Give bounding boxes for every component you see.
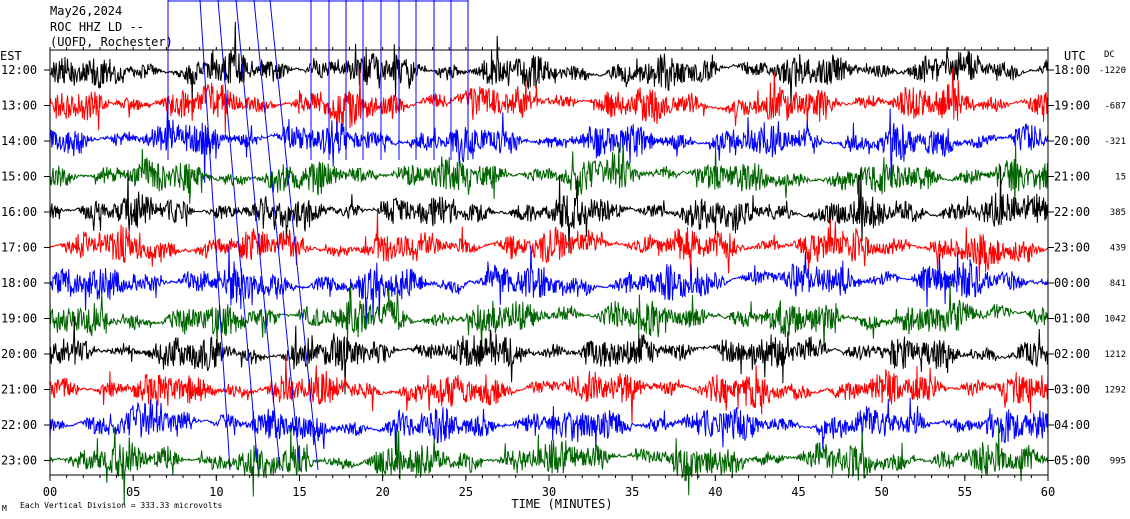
est-time-label: 15:00 bbox=[1, 170, 37, 184]
utc-time-label: 02:00 bbox=[1054, 347, 1090, 361]
est-time-label: 23:00 bbox=[1, 454, 37, 468]
utc-time-label: 23:00 bbox=[1054, 241, 1090, 255]
trace-row-1200 bbox=[49, 21, 1049, 107]
est-time-label: 14:00 bbox=[1, 134, 37, 148]
seismic-traces bbox=[49, 21, 1049, 506]
utc-time-label: 03:00 bbox=[1054, 383, 1090, 397]
trace-row-1900 bbox=[49, 281, 1049, 353]
utc-time-label: 20:00 bbox=[1054, 134, 1090, 148]
est-time-label: 19:00 bbox=[1, 312, 37, 326]
est-time-label: 16:00 bbox=[1, 205, 37, 219]
est-time-label: 12:00 bbox=[1, 63, 37, 77]
header-station: ROC HHZ LD -- bbox=[50, 20, 144, 34]
footer-glyph: M bbox=[2, 504, 7, 513]
plot-frame bbox=[49, 49, 1049, 476]
est-time-label: 20:00 bbox=[1, 347, 37, 361]
event-marker-diagonal bbox=[269, 0, 319, 471]
dc-offset-label: 1292 bbox=[1104, 386, 1126, 396]
dc-offset-label: 1042 bbox=[1104, 315, 1126, 325]
dc-offset-label: -321 bbox=[1104, 137, 1126, 147]
x-tick-label: 30 bbox=[542, 485, 556, 499]
footer-scale-note: Each Vertical Division = 333.33 microvol… bbox=[20, 501, 222, 510]
x-tick-label: 60 bbox=[1041, 485, 1055, 499]
x-tick-label: 40 bbox=[708, 485, 722, 499]
x-tick-label: 05 bbox=[126, 485, 140, 499]
utc-time-label: 01:00 bbox=[1054, 312, 1090, 326]
trace-row-1500 bbox=[49, 140, 1049, 213]
trace-row-2200 bbox=[49, 397, 1049, 456]
dc-offset-label: 995 bbox=[1110, 457, 1126, 467]
utc-time-label: 04:00 bbox=[1054, 418, 1090, 432]
dc-offset-label: 841 bbox=[1110, 279, 1126, 289]
utc-time-label: 05:00 bbox=[1054, 454, 1090, 468]
utc-time-label: 00:00 bbox=[1054, 276, 1090, 290]
est-time-label: 22:00 bbox=[1, 418, 37, 432]
x-tick-label: 55 bbox=[958, 485, 972, 499]
trace-row-1600 bbox=[49, 166, 1049, 254]
x-axis-label: TIME (MINUTES) bbox=[511, 497, 612, 511]
dc-offset-label: 385 bbox=[1110, 208, 1126, 218]
trace-row-2100 bbox=[49, 354, 1049, 423]
x-tick-label: 15 bbox=[292, 485, 306, 499]
utc-time-label: 21:00 bbox=[1054, 170, 1090, 184]
utc-time-label: 19:00 bbox=[1054, 99, 1090, 113]
left-axis-title: EST bbox=[0, 49, 22, 63]
x-tick-label: 00 bbox=[43, 485, 57, 499]
x-tick-label: 25 bbox=[459, 485, 473, 499]
trace-row-1300 bbox=[49, 68, 1049, 140]
trace-row-1800 bbox=[49, 245, 1049, 325]
x-tick-label: 20 bbox=[375, 485, 389, 499]
est-time-label: 21:00 bbox=[1, 383, 37, 397]
dc-offset-label: -687 bbox=[1104, 102, 1126, 112]
utc-time-label: 22:00 bbox=[1054, 205, 1090, 219]
dc-offset-label: 15 bbox=[1115, 173, 1126, 183]
est-time-label: 18:00 bbox=[1, 276, 37, 290]
trace-row-1400 bbox=[49, 108, 1049, 185]
trace-row-2000 bbox=[49, 317, 1049, 395]
utc-time-label: 18:00 bbox=[1054, 63, 1090, 77]
row-labels: 12:00 18:00 -1220 13:00 19:00 -687 14:00 20:00 -… bbox=[1, 63, 1126, 468]
trace-row-2300 bbox=[49, 422, 1049, 506]
trace-row-1700 bbox=[49, 210, 1049, 282]
header-location: (UOFD, Rochester) bbox=[50, 35, 173, 49]
right-axis-title: UTC bbox=[1064, 49, 1086, 63]
event-marker-lines bbox=[167, 0, 469, 471]
dc-title: DC bbox=[1104, 50, 1115, 60]
event-marker-diagonal bbox=[253, 0, 301, 471]
x-tick-label: 10 bbox=[209, 485, 223, 499]
event-marker-diagonal bbox=[235, 0, 281, 471]
header-date: May26,2024 bbox=[50, 4, 122, 18]
dc-offset-label: 1212 bbox=[1104, 350, 1126, 360]
x-tick-label: 50 bbox=[874, 485, 888, 499]
x-tick-label: 45 bbox=[791, 485, 805, 499]
event-marker-diagonal bbox=[217, 0, 259, 471]
x-axis-ticks: 00 05 10 15 20 25 30 35 40 45 50 55 60 bbox=[43, 47, 1055, 499]
est-time-label: 17:00 bbox=[1, 241, 37, 255]
dc-offset-label: -1220 bbox=[1099, 66, 1126, 76]
event-marker-diagonal bbox=[199, 0, 231, 471]
est-time-label: 13:00 bbox=[1, 99, 37, 113]
x-tick-label: 35 bbox=[625, 485, 639, 499]
dc-offset-label: 439 bbox=[1110, 244, 1126, 254]
